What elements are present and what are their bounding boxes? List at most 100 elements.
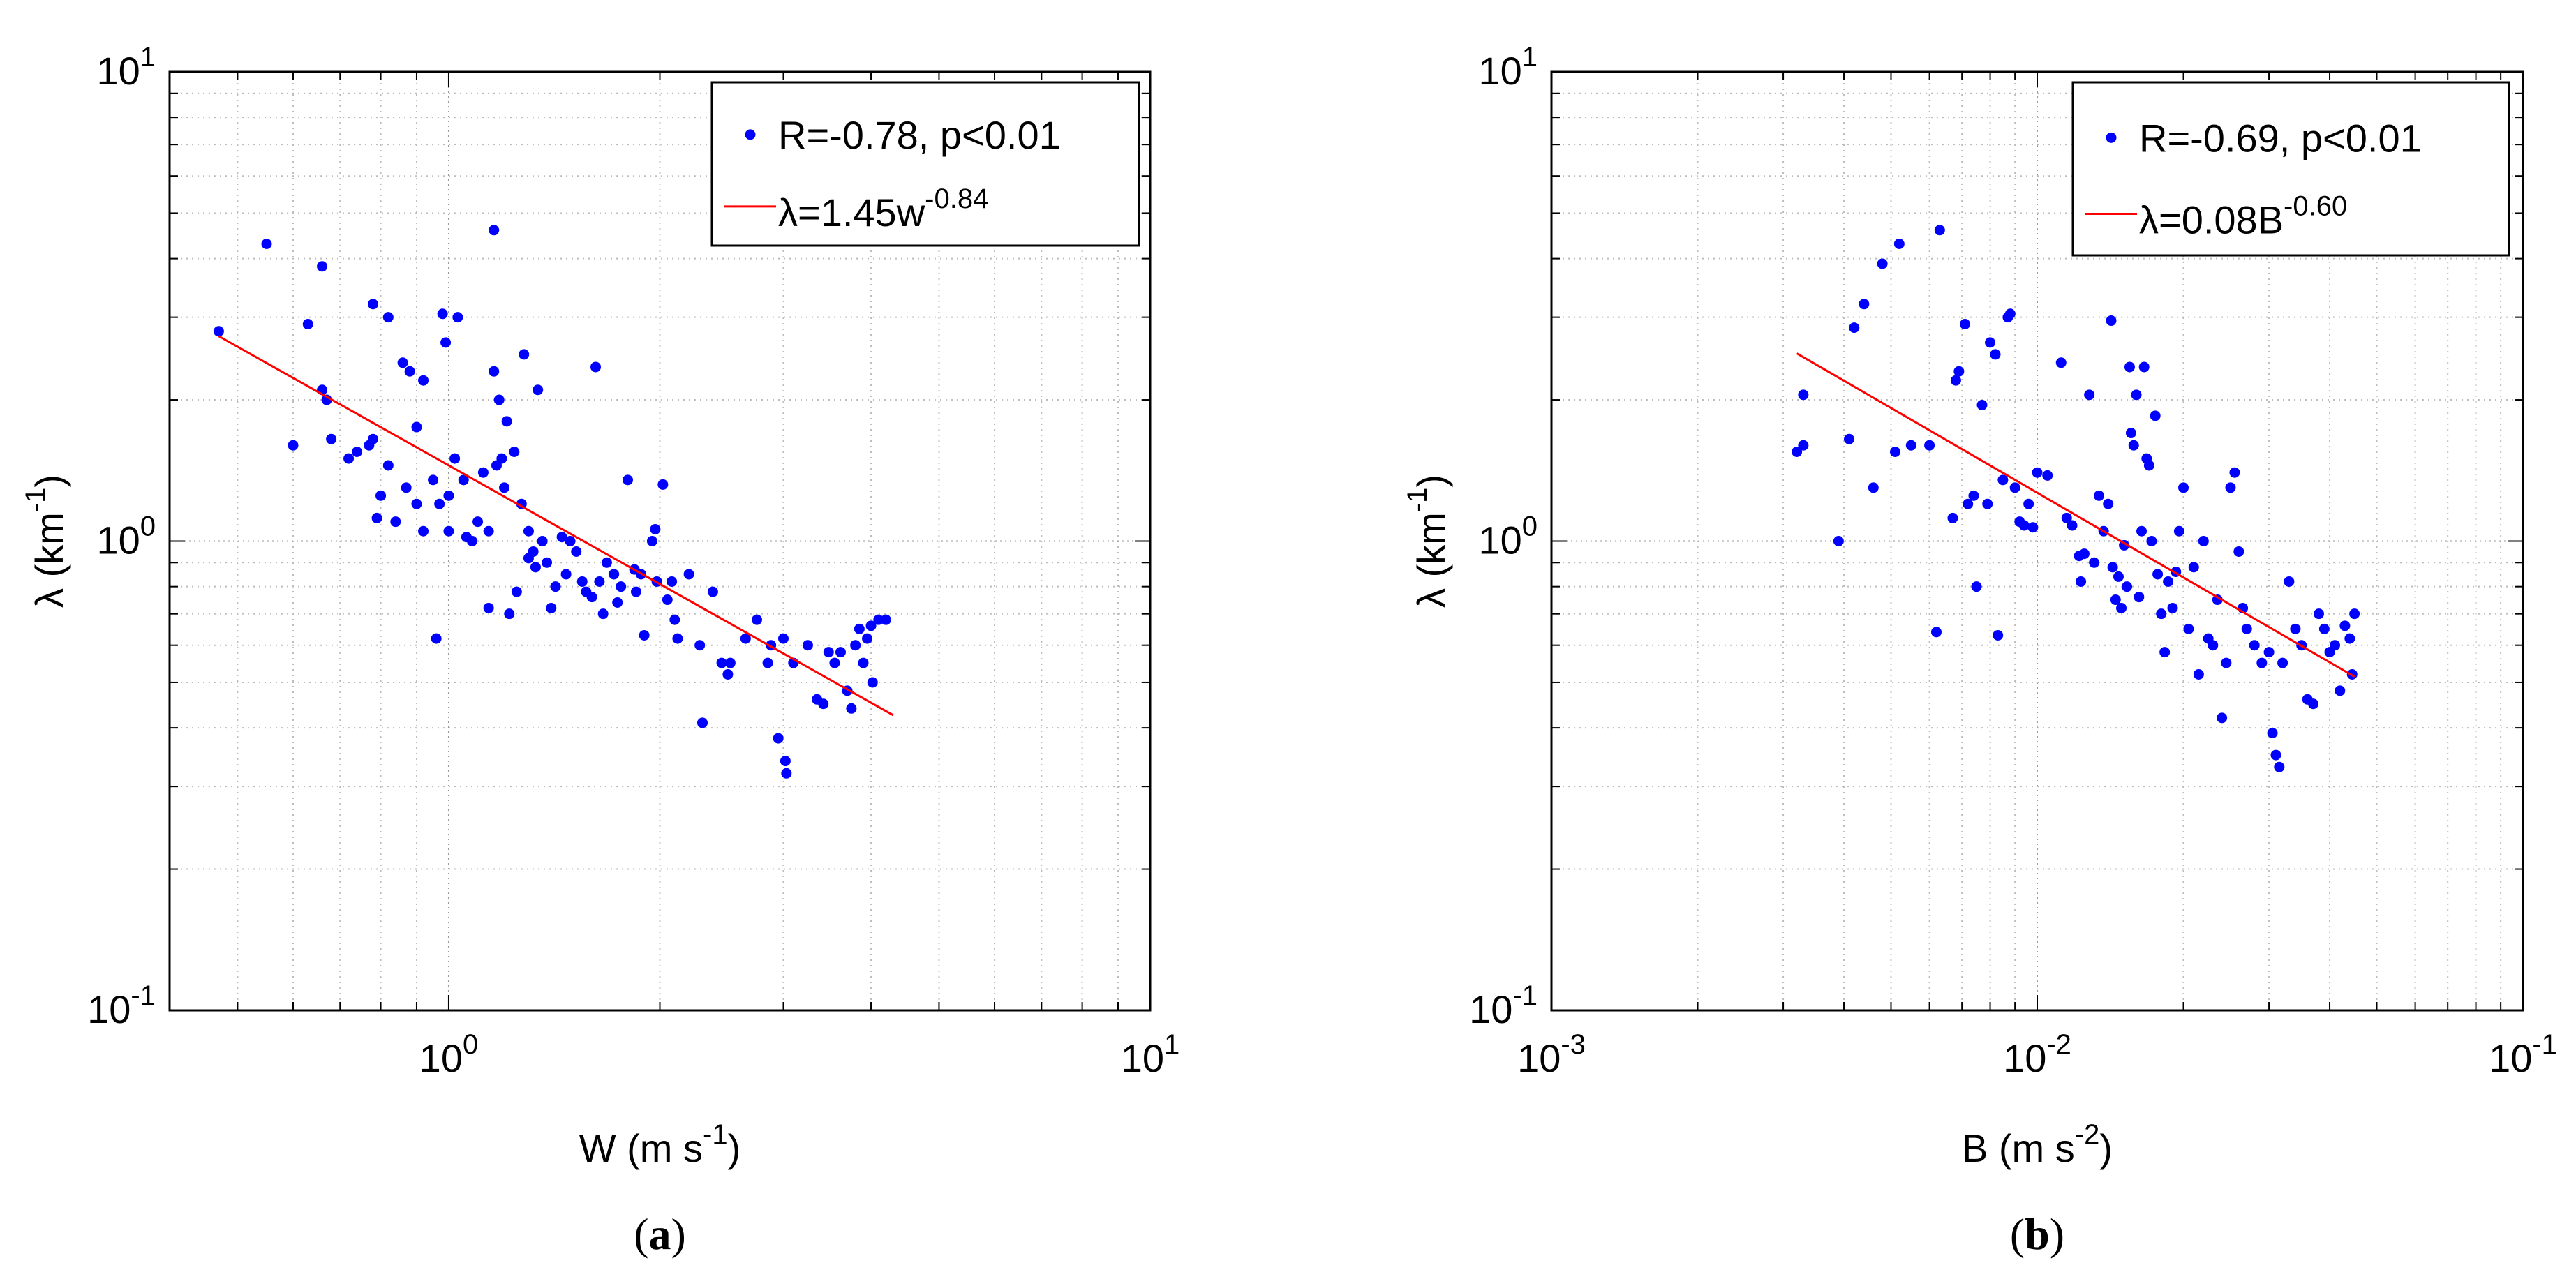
data-point [523,525,534,537]
data-point [2241,623,2252,634]
data-point [2178,482,2189,493]
data-point [2208,640,2219,651]
data-point [1963,498,1974,509]
data-point [694,640,706,651]
data-point [1843,433,1854,444]
data-point [2198,536,2209,546]
data-point [2159,647,2171,658]
data-point [2131,389,2142,401]
data-point [367,433,378,444]
data-point [2042,470,2053,481]
data-point [382,312,394,323]
data-point [2156,608,2167,620]
data-point [639,629,650,641]
data-point [452,312,463,323]
data-point [2078,548,2090,560]
x-tick-label: 10-3 [1517,1029,1586,1080]
data-point [865,620,877,631]
panel-a: 100 101 10-1 100 101 W (m s-1) λ (km-1) R=-0.78… [20,42,1179,1259]
data-point [823,647,834,658]
data-point [2217,712,2228,724]
data-point [586,592,597,603]
legend: R=-0.69, p<0.01 λ=0.08B-0.60 [2071,81,2510,257]
data-point [2212,594,2223,606]
data-point [489,366,500,377]
data-point [2084,389,2095,401]
data-point [1798,440,1809,451]
data-point [1997,474,2009,486]
data-point [2344,633,2355,644]
data-point [1985,337,1996,348]
data-point [556,532,567,543]
y-tick-label: 100 [1478,511,1538,562]
data-point [697,717,708,728]
data-point [846,703,857,714]
data-point [2349,608,2360,620]
data-point [612,597,623,608]
data-point [2018,520,2030,531]
data-point [777,633,789,644]
data-point [571,546,582,557]
data-point [428,474,439,486]
data-point [477,467,489,478]
data-point [2055,357,2067,368]
data-point [2277,657,2288,668]
data-point [2335,685,2346,696]
legend-text-points: R=-0.78, p<0.01 [778,113,1061,157]
data-point [343,453,355,464]
data-point [546,602,557,613]
data-point [499,482,510,493]
data-point [2110,594,2121,606]
data-point [2284,576,2295,587]
fit-line [1796,352,2355,678]
data-point [483,525,494,537]
data-point [1859,299,1870,310]
panel-b: 10-3 10-2 10-1 10-1 100 101 B (m s-2) λ (km-1) R… [1402,42,2557,1259]
data-point [2270,749,2281,761]
data-point [662,594,673,606]
data-point [528,546,539,557]
data-point [367,299,378,310]
data-point [780,756,791,767]
data-point [1947,512,1958,523]
data-point [493,394,505,405]
data-point [716,657,727,668]
legend-box [710,81,1140,247]
legend-text-fit: λ=0.08B-0.60 [2139,190,2347,241]
data-point [2152,569,2164,580]
data-point [2009,482,2020,493]
data-point [2103,498,2114,509]
data-point [657,479,669,490]
legend-marker [2106,132,2117,143]
data-point [2004,308,2016,320]
data-point [1877,258,1888,269]
grid [1551,72,2523,1011]
data-point [483,602,494,613]
data-point [773,733,784,744]
data-point [326,433,337,444]
data-point [371,512,382,523]
data-point [601,557,612,568]
legend-marker [745,129,756,140]
data-point [2106,315,2117,327]
data-point [1833,536,1844,546]
data-point [683,569,694,580]
data-point [858,657,869,668]
x-axis-label: W (m s-1) [579,1119,741,1170]
data-point [2193,668,2204,680]
data-point [2167,602,2178,613]
data-point [2138,361,2150,373]
data-point [752,614,763,625]
data-point [560,569,572,580]
data-point [440,337,452,348]
axes-frame [168,70,1152,1012]
data-point [835,647,846,658]
data-point [2093,490,2104,501]
y-tick-label: 10-1 [1469,980,1538,1031]
data-point [1982,498,1993,509]
data-point [317,261,328,272]
data-point [431,633,442,644]
data-point [576,576,588,587]
data-point [630,586,641,597]
